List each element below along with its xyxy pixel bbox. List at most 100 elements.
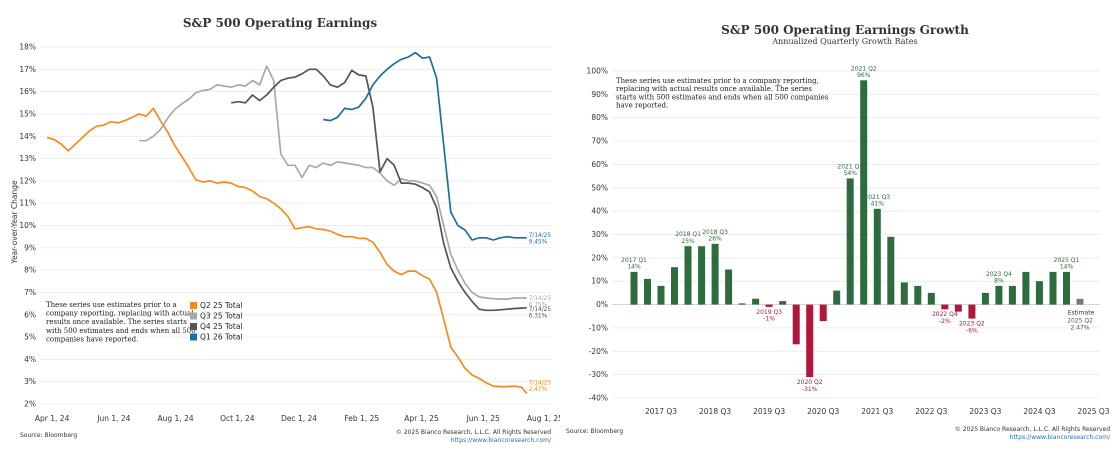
left-y-axis-label: Year-over-Year Change <box>10 180 19 265</box>
right-x-tick-label: 2019 Q3 <box>753 407 785 416</box>
bar-annotation-2022-q4: -2% <box>939 318 951 325</box>
bar-annotation-2025-q2: 2.47% <box>1070 324 1089 331</box>
right-y-tick-label: 60% <box>591 160 608 169</box>
right-note-line: starts with 500 estimates and ends when … <box>616 93 829 101</box>
end-value-label-q4-25-total: 6.31% <box>529 313 548 319</box>
right-y-tick-label: 80% <box>591 113 608 122</box>
right-y-tick-label: 10% <box>591 277 608 286</box>
left-y-tick-label: 15% <box>19 109 36 118</box>
bar-2023-q3 <box>981 292 989 305</box>
bar-annotation-2025-q2: 2025 Q2 <box>1067 318 1093 325</box>
bar-2017-q4 <box>671 267 678 305</box>
bar-2024-q2 <box>1022 271 1030 305</box>
right-x-tick-label: 2022 Q3 <box>915 407 947 416</box>
end-value-label-q2-25-total: 2.47% <box>529 387 548 393</box>
right-source: Source: Bloomberg <box>566 428 623 435</box>
right-y-tick-label: 90% <box>591 90 608 99</box>
left-y-tick-label: 9% <box>24 243 36 252</box>
left-source: Source: Bloomberg <box>20 432 77 439</box>
series-line-q2-25-total <box>46 107 528 395</box>
left-y-tick-label: 8% <box>24 266 36 275</box>
bar-annotation-2017-q1: 14% <box>627 264 641 271</box>
right-x-tick-label: 2023 Q3 <box>969 407 1001 416</box>
left-x-tick-label: Apr 1, 25 <box>404 414 439 423</box>
left-x-tick-label: Apr 1, 24 <box>35 414 70 423</box>
bar-2021-q3 <box>873 208 881 305</box>
left-y-tick-label: 14% <box>19 132 36 141</box>
left-copyright: © 2025 Bianco Research, L.L.C. All Right… <box>396 429 551 436</box>
bar-2024-q3 <box>1035 281 1043 305</box>
bar-annotation-2018-q3: 2018 Q3 <box>702 229 728 236</box>
bar-2025-q2 <box>1076 298 1084 305</box>
right-website-link[interactable]: https://www.biancoresearch.com/ <box>1010 434 1111 441</box>
end-value-label-q3-25-total: 6.75% <box>529 303 548 309</box>
left-note-line: company reporting, replacing with actual <box>46 310 194 318</box>
left-chart-title: S&P 500 Operating Earnings <box>183 16 378 30</box>
right-note-line: These series use estimates prior to a co… <box>616 77 819 85</box>
left-x-tick-label: Jun 1, 25 <box>466 414 500 423</box>
left-y-tick-label: 16% <box>19 87 36 96</box>
left-website-link[interactable]: https://www.biancoresearch.com/ <box>451 437 552 444</box>
bar-2018-q4 <box>725 269 733 305</box>
left-x-tick-label: Jun 1, 24 <box>96 414 130 423</box>
bar-annotation-2017-q1: 2017 Q1 <box>621 257 647 264</box>
legend-swatch-q3-25-total <box>190 312 197 320</box>
bar-annotation-2023-q4: 2023 Q4 <box>986 271 1012 278</box>
right-y-tick-label: 40% <box>591 207 608 216</box>
bar-annotation-2023-q4: 8% <box>994 278 1004 285</box>
bar-annotation-2018-q3: 26% <box>708 236 722 243</box>
legend-label-q2-25-total: Q2 25 Total <box>200 301 243 310</box>
right-y-tick-label: 50% <box>591 183 608 192</box>
left-x-tick-label: Aug 1, 25 <box>527 414 560 423</box>
end-date-label-q1-26-total: 7/14/25 <box>529 233 552 239</box>
bar-2017-q2 <box>644 278 651 305</box>
right-note-line: have reported. <box>616 102 668 110</box>
left-x-tick-label: Dec 1, 24 <box>281 414 317 423</box>
bar-annotation-2021-q2: 96% <box>857 72 871 79</box>
bar-2019-q2 <box>752 298 760 305</box>
bar-2018-q2 <box>698 246 706 305</box>
left-x-tick-label: Aug 1, 24 <box>158 414 194 423</box>
bar-annotation-2019-q3: 2019 Q3 <box>756 309 782 316</box>
bar-2023-q4 <box>995 285 1003 305</box>
left-y-tick-label: 13% <box>19 154 36 163</box>
right-x-tick-label: 2018 Q3 <box>699 407 731 416</box>
legend-swatch-q2-25-total <box>190 302 197 309</box>
bar-annotation-2022-q4: 2022 Q4 <box>932 311 958 318</box>
bar-annotation-2021-q3: 41% <box>871 201 885 208</box>
right-x-tick-label: 2021 Q3 <box>861 407 893 416</box>
bar-annotation-2021-q2: 2021 Q2 <box>851 65 877 72</box>
bar-annotation-2025-q1: 2025 Q1 <box>1054 257 1080 264</box>
bar-2017-q1 <box>630 271 638 305</box>
bar-2022-q4 <box>941 304 949 310</box>
bar-2021-q1 <box>846 178 854 305</box>
legend-swatch-q1-26-total <box>190 333 197 341</box>
left-y-tick-label: 6% <box>24 310 36 319</box>
left-chart-note: These series use estimates prior to acom… <box>46 301 196 343</box>
bar-2025-q1 <box>1063 271 1070 305</box>
left-note-line: These series use estimates prior to a <box>46 301 177 309</box>
bar-2024-q1 <box>1008 285 1016 305</box>
right-x-tick-label: 2017 Q3 <box>645 407 677 416</box>
bar-2023-q1 <box>954 304 962 312</box>
left-y-tick-label: 10% <box>19 221 36 230</box>
right-x-tick-label: 2024 Q3 <box>1023 407 1055 416</box>
left-y-tick-label: 7% <box>24 288 36 297</box>
bar-annotation-2021-q1: 2021 Q1 <box>837 163 863 170</box>
bar-annotation-2023-q2: -6% <box>966 327 978 334</box>
estimate-label: Estimate <box>1068 310 1095 317</box>
left-note-line: with 500 estimates and ends when all 500 <box>46 327 196 335</box>
bar-2019-q3 <box>765 304 773 307</box>
left-y-tick-label: 11% <box>19 199 36 208</box>
bar-annotation-2020-q2: 2020 Q2 <box>797 379 823 386</box>
right-y-tick-label: 100% <box>587 67 608 76</box>
end-value-label-q1-26-total: 9.45% <box>529 239 548 245</box>
bar-2018-q1 <box>684 246 692 305</box>
earnings-line-chart: S&P 500 Operating Earnings Year-over-Yea… <box>10 16 560 444</box>
left-y-tick-label: 3% <box>24 377 36 386</box>
bar-annotation-2021-q3: 2021 Q3 <box>864 194 890 201</box>
end-date-label-q2-25-total: 7/14/25 <box>529 381 552 387</box>
bar-2020-q2 <box>806 304 814 377</box>
right-chart-title: S&P 500 Operating Earnings Growth <box>721 23 969 37</box>
right-y-tick-label: 30% <box>591 230 608 239</box>
